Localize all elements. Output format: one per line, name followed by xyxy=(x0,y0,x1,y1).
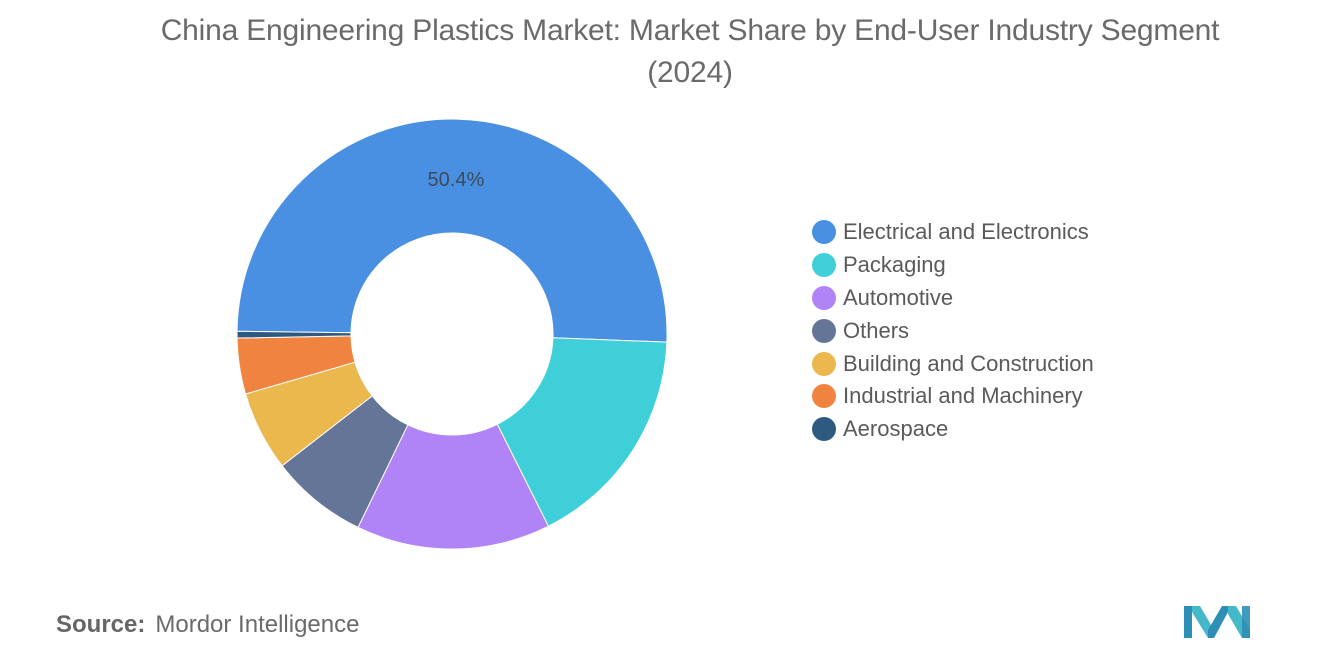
source-value: Mordor Intelligence xyxy=(155,611,360,638)
chart-legend: Electrical and Electronics Packaging Autom… xyxy=(812,216,1094,446)
chart-title: China Engineering Plastics Market: Marke… xyxy=(160,14,1220,89)
legend-item: Others xyxy=(812,314,1094,347)
donut-slice-packaging xyxy=(496,337,668,527)
legend-item: Electrical and Electronics xyxy=(812,216,1094,249)
legend-label: Industrial and Machinery xyxy=(843,383,1083,409)
donut-slice-electrical-and-electronics xyxy=(236,118,668,343)
legend-label: Others xyxy=(843,317,910,343)
legend-swatch-icon xyxy=(812,253,836,278)
legend-swatch-icon xyxy=(812,351,836,376)
donut-slice-aerospace xyxy=(236,330,352,339)
legend-item: Industrial and Machinery xyxy=(812,380,1094,413)
legend-swatch-icon xyxy=(812,220,836,245)
legend-label: Packaging xyxy=(843,252,946,278)
legend-label: Building and Construction xyxy=(843,350,1094,376)
donut-slice-labels: 50.4% xyxy=(428,169,485,191)
legend-label: Electrical and Electronics xyxy=(843,219,1089,245)
mordor-intelligence-logo-icon xyxy=(1184,606,1250,638)
slice-data-label: 50.4% xyxy=(428,169,485,191)
legend-swatch-icon xyxy=(812,417,836,442)
legend-swatch-icon xyxy=(812,318,836,343)
source-note: Source: Mordor Intelligence xyxy=(56,611,359,639)
legend-item: Packaging xyxy=(812,249,1094,282)
donut-slice-automotive xyxy=(357,423,550,550)
legend-item: Automotive xyxy=(812,282,1094,315)
legend-label: Automotive xyxy=(843,284,954,310)
legend-swatch-icon xyxy=(812,285,836,310)
legend-label: Aerospace xyxy=(843,416,949,442)
legend-item: Aerospace xyxy=(812,413,1094,446)
donut-slices xyxy=(236,118,668,550)
legend-swatch-icon xyxy=(812,384,836,409)
legend-item: Building and Construction xyxy=(812,347,1094,380)
source-label: Source: xyxy=(56,611,146,638)
